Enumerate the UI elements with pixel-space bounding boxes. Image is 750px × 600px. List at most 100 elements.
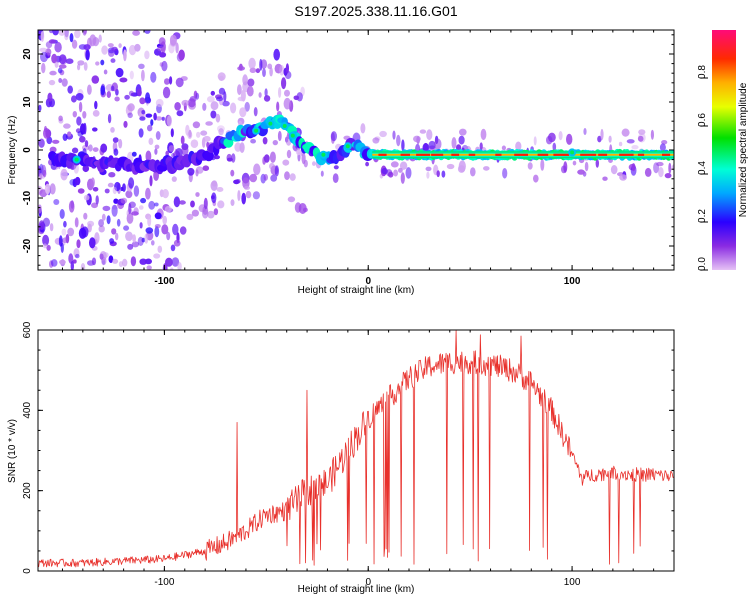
spectrogram-noise-blob bbox=[451, 137, 457, 149]
spectrogram-bright-core bbox=[254, 128, 259, 133]
spectrogram-noise-blob bbox=[91, 257, 97, 266]
spectrogram-noise-blob bbox=[158, 37, 166, 46]
spectrogram-noise-blob bbox=[168, 145, 175, 152]
spectrogram-noise-blob bbox=[161, 116, 165, 121]
spectrogram-noise-blob bbox=[202, 208, 209, 219]
spectrogram-noise-blob bbox=[61, 78, 68, 87]
spectrogram-noise-blob bbox=[396, 134, 401, 147]
spectrogram-noise-blob bbox=[320, 170, 324, 177]
colorbar-tick-label: 0.4 bbox=[697, 161, 708, 175]
spectrogram-noise-blob bbox=[293, 95, 300, 101]
spectrogram-noise-blob bbox=[436, 170, 440, 178]
spectrogram-ytick-label: 0 bbox=[22, 147, 33, 153]
spectrogram-noise-blob bbox=[284, 89, 290, 97]
spectrogram-noise-blob bbox=[175, 148, 183, 158]
spectrogram-noise-blob bbox=[267, 63, 273, 70]
spectrogram-noise-blob bbox=[84, 140, 89, 148]
spectrogram-noise-blob bbox=[190, 139, 199, 148]
spectrogram-noise-blob bbox=[165, 257, 173, 267]
spectrogram-noise-blob bbox=[242, 74, 248, 86]
spectrogram-noise-blob bbox=[72, 259, 77, 264]
spectrogram-noise-blob bbox=[405, 167, 412, 179]
spectrogram-noise-blob bbox=[552, 142, 557, 152]
spectrogram-xtick-label: 0 bbox=[365, 276, 371, 287]
spectrogram-noise-blob bbox=[67, 85, 73, 94]
spectrogram-noise-blob bbox=[49, 223, 54, 232]
spectrogram-noise-blob bbox=[98, 225, 105, 233]
spectrogram-bright-core bbox=[290, 133, 295, 138]
spectrogram-noise-blob bbox=[298, 203, 307, 214]
spectrogram-noise-blob bbox=[153, 253, 161, 259]
spectrogram-bright-core bbox=[282, 124, 287, 128]
spectrogram-noise-blob bbox=[92, 127, 98, 132]
spectrogram-noise-blob bbox=[108, 255, 114, 263]
spectrogram-noise-blob bbox=[44, 183, 51, 195]
spectrogram-noise-blob bbox=[98, 219, 104, 228]
spectrogram-noise-blob bbox=[52, 30, 59, 36]
spectrogram-noise-blob bbox=[112, 258, 119, 264]
spectrogram-noise-blob bbox=[166, 231, 171, 241]
spectrogram-noise-blob bbox=[546, 135, 553, 145]
spectrogram-noise-blob bbox=[43, 127, 51, 139]
spectrogram-noise-blob bbox=[95, 195, 99, 205]
spectrogram-noise-blob bbox=[161, 60, 168, 72]
spectrogram-noise-blob bbox=[638, 129, 646, 136]
spectrogram-noise-blob bbox=[82, 30, 87, 36]
spectrogram-noise-blob bbox=[303, 159, 308, 168]
spectrogram-noise-blob bbox=[262, 68, 266, 77]
spectrogram-noise-blob bbox=[125, 231, 133, 242]
spectrogram-noise-blob bbox=[216, 96, 223, 102]
spectrogram-noise-blob bbox=[258, 92, 262, 98]
spectrogram-noise-blob bbox=[102, 252, 109, 258]
snr-ytick-label: 200 bbox=[22, 482, 33, 499]
spectrogram-noise-blob bbox=[246, 85, 254, 97]
spectrogram-noise-blob bbox=[502, 168, 508, 179]
spectrogram-noise-blob bbox=[83, 44, 91, 51]
spectrogram-bright-core bbox=[345, 144, 350, 149]
spectrogram-noise-blob bbox=[123, 225, 130, 231]
spectrogram-noise-blob bbox=[162, 86, 171, 99]
spectrogram-noise-blob bbox=[459, 128, 467, 136]
spectrogram-noise-blob bbox=[85, 49, 90, 61]
spectrogram-noise-blob bbox=[65, 58, 74, 64]
spectrogram-noise-blob bbox=[38, 204, 42, 214]
spectrogram-noise-blob bbox=[131, 211, 139, 216]
spectrogram-noise-blob bbox=[155, 98, 164, 108]
spectrogram-noise-blob bbox=[146, 265, 152, 270]
spectrogram-noise-blob bbox=[659, 143, 666, 152]
spectrogram-noise-blob bbox=[413, 135, 421, 143]
spectrogram-noise-blob bbox=[162, 189, 169, 199]
spectrogram-noise-blob bbox=[80, 263, 86, 270]
spectrogram-noise-blob bbox=[428, 140, 436, 150]
spectrogram-noise-blob bbox=[155, 131, 161, 140]
spectrogram-noise-blob bbox=[157, 245, 163, 253]
spectrogram-noise-blob bbox=[216, 187, 224, 192]
spectrogram-noise-blob bbox=[123, 49, 127, 62]
spectrogram-noise-blob bbox=[106, 91, 112, 98]
spectrogram-noise-blob bbox=[201, 137, 206, 148]
spectrogram-noise-blob bbox=[111, 46, 118, 52]
snr-panel: -100 0 100 0 200 400 600 Height of straight li… bbox=[7, 321, 675, 595]
spectrogram-noise-blob bbox=[205, 121, 213, 126]
spectrogram-noise-blob bbox=[566, 133, 573, 145]
spectrogram-noise-blob bbox=[127, 243, 134, 250]
spectrogram-noise-blob bbox=[233, 179, 240, 185]
spectrogram-noise-blob bbox=[116, 218, 121, 227]
spectrogram-noise-blob bbox=[222, 100, 230, 107]
spectrogram-noise-blob bbox=[50, 259, 58, 267]
spectrogram-noise-blob bbox=[365, 161, 369, 167]
snr-ticks: -100 0 100 0 200 400 600 bbox=[22, 321, 675, 588]
spectrogram-noise-blob bbox=[100, 85, 105, 96]
spectrogram-noise-blob bbox=[533, 136, 537, 146]
spectrogram-noise-blob bbox=[172, 223, 179, 236]
spectrogram-noise-blob bbox=[237, 190, 241, 202]
snr-ytick-label: 0 bbox=[22, 568, 33, 574]
spectrogram-noise-blob bbox=[248, 57, 256, 70]
spectrogram-noise-blob bbox=[98, 34, 102, 43]
spectrogram-noise-blob bbox=[76, 239, 81, 249]
spectrogram-noise-blob bbox=[67, 131, 72, 137]
spectrogram-noise-blob bbox=[57, 67, 63, 74]
spectrogram-noise-blob bbox=[269, 151, 276, 163]
spectrogram-noise-blob bbox=[107, 182, 114, 188]
spectrogram-noise-blob bbox=[128, 44, 137, 56]
